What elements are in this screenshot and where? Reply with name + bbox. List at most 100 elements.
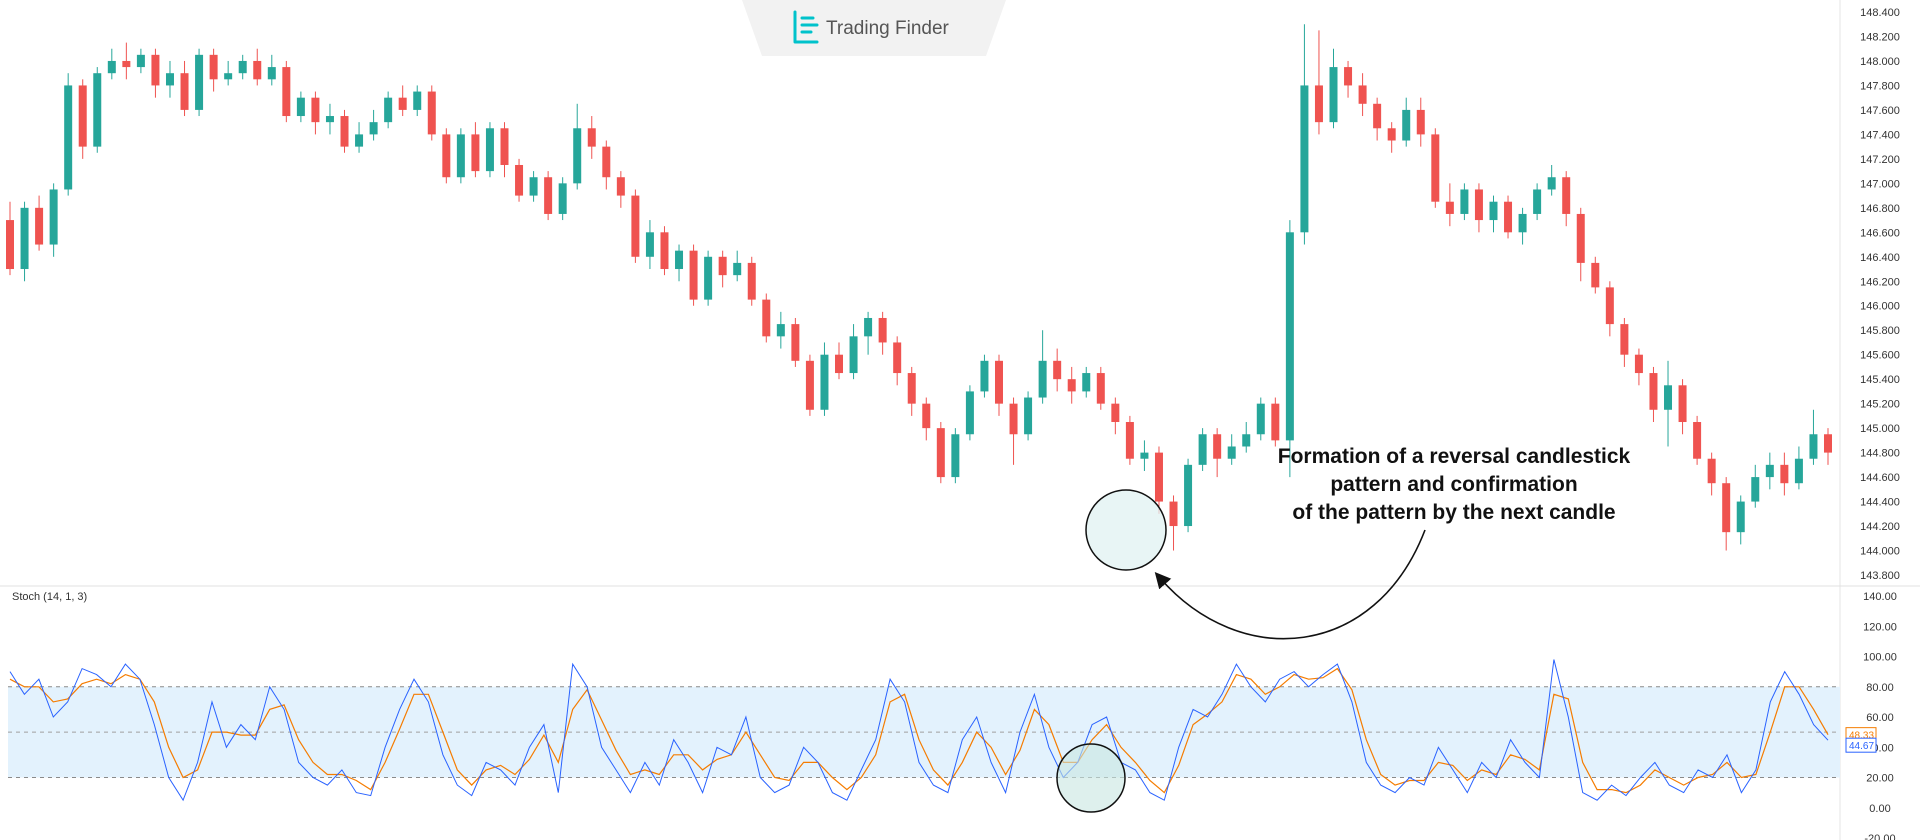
annotation-arrow xyxy=(1154,529,1426,640)
candle-body xyxy=(1213,434,1222,459)
candle-body xyxy=(1038,360,1047,398)
candle-body xyxy=(747,262,756,300)
candle xyxy=(733,250,742,282)
stoch-tick-label: 120.00 xyxy=(1863,621,1897,633)
candle-body xyxy=(1256,403,1265,435)
candle-body xyxy=(93,73,102,147)
candle xyxy=(122,42,131,80)
candle-body xyxy=(1024,397,1033,435)
candle-body xyxy=(602,146,611,178)
candle xyxy=(1140,440,1149,471)
candle-body xyxy=(951,434,960,478)
candle xyxy=(689,244,698,306)
price-tick-label: 144.400 xyxy=(1860,497,1900,509)
stoch-d-line xyxy=(9,667,1829,794)
price-tick-label: 144.800 xyxy=(1860,448,1900,460)
candle xyxy=(1358,73,1367,117)
candle-body xyxy=(1664,385,1673,410)
stoch-tick-label: 100.00 xyxy=(1863,652,1897,664)
candle-body xyxy=(689,250,698,300)
candle xyxy=(1736,495,1745,545)
candle xyxy=(1605,281,1614,337)
candle-body xyxy=(1053,360,1062,380)
candle-body xyxy=(791,324,800,361)
candle-body xyxy=(1605,287,1614,325)
candle-body xyxy=(994,360,1003,404)
candle xyxy=(1489,195,1498,233)
candle xyxy=(49,183,58,257)
candle xyxy=(558,177,567,221)
candle-body xyxy=(1562,177,1571,214)
stoch-indicator-label[interactable]: Stoch (14, 1, 3) xyxy=(12,591,87,603)
candle xyxy=(282,60,291,123)
candle xyxy=(20,201,29,282)
reversal-pattern-circle xyxy=(1085,489,1167,571)
candle xyxy=(1504,195,1513,239)
candle-body xyxy=(282,67,291,117)
candle xyxy=(965,385,974,441)
candle-body xyxy=(893,342,902,374)
candle-body xyxy=(6,220,14,270)
candle-body xyxy=(427,91,436,135)
candle xyxy=(1824,428,1832,465)
candle xyxy=(165,60,174,98)
stoch-axis[interactable]: 140.00120.00100.0080.0060.0040.0020.000.… xyxy=(1863,591,1897,840)
candle-body xyxy=(1533,189,1542,214)
candle xyxy=(660,226,669,276)
candle xyxy=(1067,366,1076,404)
candle-body xyxy=(1285,232,1294,441)
price-tick-label: 144.600 xyxy=(1860,472,1900,484)
candle-body xyxy=(1620,324,1629,355)
candle xyxy=(151,48,160,98)
candle-body xyxy=(209,54,218,80)
candle xyxy=(791,317,800,367)
candle xyxy=(355,122,364,153)
candle xyxy=(1765,452,1774,490)
candle-body xyxy=(471,134,480,172)
candle-body xyxy=(1096,373,1105,404)
candle-body xyxy=(820,354,829,410)
candle xyxy=(1082,366,1091,398)
candle xyxy=(64,73,73,196)
candle xyxy=(1154,446,1163,514)
candle-body xyxy=(1227,446,1236,459)
candle-body xyxy=(544,177,553,214)
candle xyxy=(1314,30,1323,135)
candle xyxy=(587,116,596,159)
price-axis[interactable]: 148.400 148.200 148.000 147.800 147.600 147.4… xyxy=(1860,7,1900,582)
candle-body xyxy=(1445,201,1454,214)
candle xyxy=(238,54,247,80)
candle-body xyxy=(49,189,58,245)
candle-body xyxy=(1780,464,1789,484)
candle xyxy=(1416,97,1425,147)
candle xyxy=(340,109,349,153)
candle xyxy=(631,189,640,263)
candle-body xyxy=(1009,403,1018,435)
candle-body xyxy=(456,134,465,178)
price-tick-label: 145.600 xyxy=(1860,350,1900,362)
candle xyxy=(704,250,713,306)
price-tick-label: 147.800 xyxy=(1860,80,1900,92)
candle-body xyxy=(1736,501,1745,533)
stoch-k-last-badge: 44.67 xyxy=(1845,737,1877,753)
candle xyxy=(6,201,14,276)
candle xyxy=(515,158,524,202)
stoch-d-last-value: 48.33 xyxy=(1849,731,1874,742)
candle xyxy=(1678,379,1687,435)
candle-body xyxy=(718,256,727,276)
candle xyxy=(311,91,320,135)
candle xyxy=(1431,128,1440,208)
candle-body xyxy=(1242,434,1251,447)
price-tick-label: 148.000 xyxy=(1860,56,1900,68)
candle-body xyxy=(165,73,174,86)
candle-body xyxy=(864,317,873,337)
price-tick-label: 147.000 xyxy=(1860,178,1900,190)
candle xyxy=(1780,452,1789,496)
candle-body xyxy=(20,207,29,270)
candle xyxy=(384,91,393,129)
candle xyxy=(267,54,276,86)
candle xyxy=(1125,415,1134,465)
candle xyxy=(1518,207,1527,245)
candle-body xyxy=(616,177,625,196)
stoch-tick-label: 0.00 xyxy=(1869,803,1890,815)
